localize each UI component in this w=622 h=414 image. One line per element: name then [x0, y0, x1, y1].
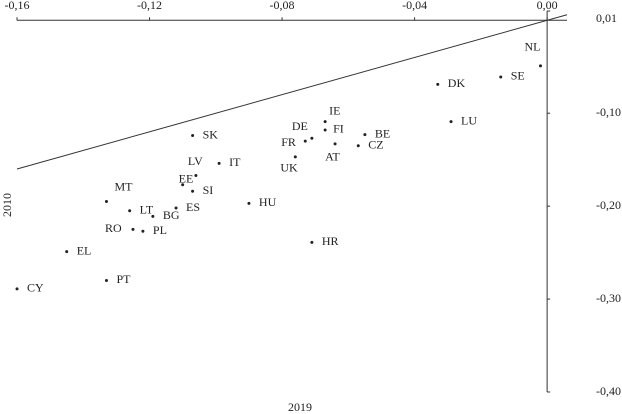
point [293, 155, 297, 159]
point-label: LU [461, 113, 477, 127]
x-tick-label: 0,00 [537, 0, 558, 12]
point-label: FI [333, 122, 344, 136]
point-label: NL [524, 40, 540, 54]
point-label: HU [259, 195, 277, 209]
point-label: EL [77, 243, 92, 257]
y-axis-label: 2010 [0, 193, 14, 217]
point [310, 240, 314, 244]
y-tick-label: 0,01 [596, 11, 617, 25]
y-tick-label: -0,30 [596, 291, 621, 305]
x-tick-label: -0,16 [5, 0, 30, 12]
point [131, 227, 135, 231]
point-label: AT [325, 150, 340, 164]
point [310, 136, 314, 140]
point [247, 201, 251, 205]
point [151, 214, 155, 218]
point-label: BG [163, 208, 180, 222]
point [104, 200, 108, 203]
point-label: ES [186, 200, 200, 214]
point [499, 75, 503, 79]
x-tick-label: -0,12 [137, 0, 162, 12]
point-label: SI [203, 183, 214, 197]
point [217, 161, 221, 165]
x-axis-label: 2019 [288, 400, 312, 414]
y-tick-label: -0,10 [596, 105, 621, 119]
point [191, 189, 195, 193]
point [194, 173, 198, 177]
point [436, 82, 440, 86]
point [323, 128, 327, 132]
point [191, 134, 195, 138]
x-tick-label: -0,08 [270, 0, 295, 12]
y-tick-label: -0,20 [596, 198, 621, 212]
point-label: SE [511, 69, 525, 83]
point-label: SK [203, 127, 219, 141]
point [538, 64, 542, 68]
point [104, 278, 108, 282]
point-label: BE [375, 126, 390, 140]
point-label: RO [105, 221, 122, 235]
point [181, 183, 185, 187]
point-label: DK [448, 76, 466, 90]
point-label: CY [27, 281, 44, 295]
point-label: DE [292, 119, 308, 133]
point-label: UK [280, 161, 298, 175]
point-label: IE [329, 103, 340, 117]
y-tick-label: -0,40 [596, 384, 621, 398]
point-label: LV [188, 154, 203, 168]
x-tick-label: -0,04 [402, 0, 427, 12]
point-label: HR [322, 234, 339, 248]
point [356, 144, 360, 148]
point [363, 133, 367, 137]
point [174, 206, 178, 210]
point-label: CZ [368, 137, 383, 151]
point-label: FR [281, 135, 296, 149]
point [128, 209, 132, 213]
point [15, 287, 19, 291]
point [303, 139, 307, 143]
point-label: PL [153, 223, 167, 237]
point [141, 229, 145, 233]
diagonal-line [16, 14, 568, 170]
point [333, 142, 337, 146]
point-label: IT [229, 155, 241, 169]
point [323, 120, 327, 124]
point-label: MT [114, 179, 133, 193]
point [449, 120, 453, 124]
point-label: EE [179, 172, 194, 186]
point [65, 250, 69, 254]
point-label: PT [116, 272, 131, 286]
point-label: LT [140, 203, 154, 217]
